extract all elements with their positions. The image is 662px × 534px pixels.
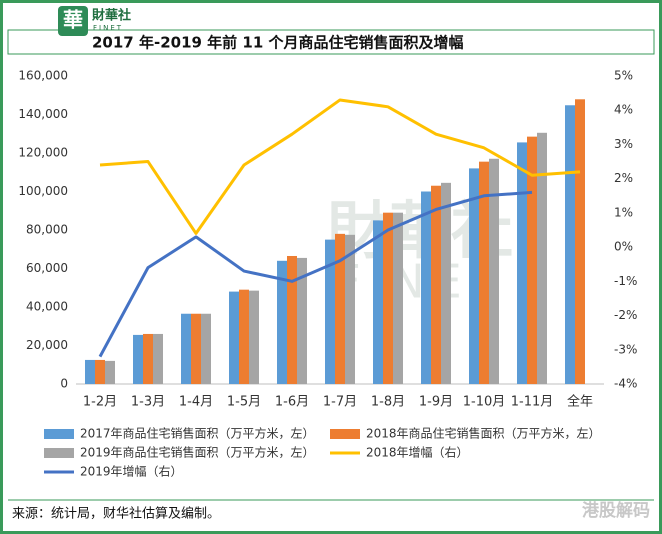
bar — [489, 158, 499, 384]
bar — [133, 334, 143, 384]
logo-sub: FINET — [93, 24, 123, 32]
bar — [287, 255, 297, 384]
x-tick-label: 1-8月 — [371, 395, 405, 410]
y-tick-label: 120,000 — [18, 146, 68, 160]
y-tick-label: 0 — [60, 377, 68, 391]
line — [99, 98, 581, 235]
bar — [153, 333, 163, 384]
bar — [517, 142, 527, 384]
bar — [229, 291, 239, 384]
x-tick-label: 1-3月 — [131, 395, 165, 410]
x-tick-label: 全年 — [567, 394, 593, 410]
bar — [479, 161, 489, 384]
x-tick-label: 1-11月 — [511, 395, 554, 410]
bar — [537, 132, 547, 384]
logo-glyph: 華 — [63, 8, 83, 32]
bar — [527, 136, 537, 384]
bar — [297, 257, 307, 384]
x-tick-label: 1-4月 — [179, 395, 213, 410]
bar — [383, 212, 393, 384]
y-tick-label: 100,000 — [18, 184, 68, 198]
y2-tick-label: -2% — [614, 308, 637, 322]
x-tick-label: 1-6月 — [275, 395, 309, 410]
bar — [345, 234, 355, 384]
y-tick-label: 160,000 — [18, 69, 68, 83]
bar — [393, 212, 403, 384]
y-tick-label: 60,000 — [26, 261, 68, 275]
logo-mark — [58, 6, 88, 36]
bar — [565, 105, 575, 384]
bar — [335, 233, 345, 384]
y-tick-label: 40,000 — [26, 300, 68, 314]
bar — [249, 290, 259, 384]
x-tick-label: 1-10月 — [463, 395, 506, 410]
bar — [239, 289, 249, 384]
y2-tick-label: -1% — [614, 274, 637, 288]
x-tick-label: 1-5月 — [227, 395, 261, 410]
bar — [575, 99, 585, 384]
bar — [143, 333, 153, 384]
bar — [95, 359, 105, 384]
bar — [191, 313, 201, 384]
bar — [201, 313, 211, 384]
legend-label: 2018年商品住宅销售面积（万平方米，左） — [366, 426, 601, 441]
watermark-corner: 港股解码 — [582, 500, 650, 521]
bar — [421, 191, 431, 384]
legend-swatch — [44, 429, 74, 439]
y-tick-label: 80,000 — [26, 223, 68, 237]
x-tick-label: 1-7月 — [323, 395, 357, 410]
bar — [277, 260, 287, 384]
y2-tick-label: 4% — [614, 103, 633, 117]
logo-text: 財華社 — [91, 8, 131, 24]
legend-label: 2019年商品住宅销售面积（万平方米，左） — [80, 445, 315, 460]
bar — [181, 313, 191, 384]
y-tick-label: 20,000 — [26, 338, 68, 352]
legend-label: 2018年增幅（右） — [366, 445, 469, 460]
y2-tick-label: -3% — [614, 342, 637, 356]
y2-tick-label: 1% — [614, 205, 633, 219]
bar — [431, 185, 441, 384]
bar — [325, 239, 335, 384]
source-note: 来源：统计局，财华社估算及编制。 — [12, 506, 220, 522]
legend-swatch — [330, 429, 360, 439]
bar — [441, 182, 451, 384]
bar — [373, 220, 383, 384]
bar — [85, 359, 95, 384]
title-box — [7, 29, 655, 55]
line — [98, 190, 533, 358]
chart-title: 2017 年-2019 年前 11 个月商品住宅销售面积及增幅 — [92, 34, 464, 52]
bar — [105, 360, 115, 384]
y2-tick-label: 5% — [614, 69, 633, 83]
bar — [469, 168, 479, 384]
y2-tick-label: 2% — [614, 171, 633, 185]
x-tick-label: 1-9月 — [419, 395, 453, 410]
y2-tick-label: 3% — [614, 137, 633, 151]
legend-label: 2019年增幅（右） — [80, 464, 183, 479]
x-tick-label: 1-2月 — [83, 395, 117, 410]
y-tick-label: 140,000 — [18, 107, 68, 121]
y2-tick-label: -4% — [614, 377, 637, 391]
legend-label: 2017年商品住宅销售面积（万平方米，左） — [80, 426, 315, 441]
y2-tick-label: 0% — [614, 240, 633, 254]
legend-swatch — [44, 448, 74, 458]
